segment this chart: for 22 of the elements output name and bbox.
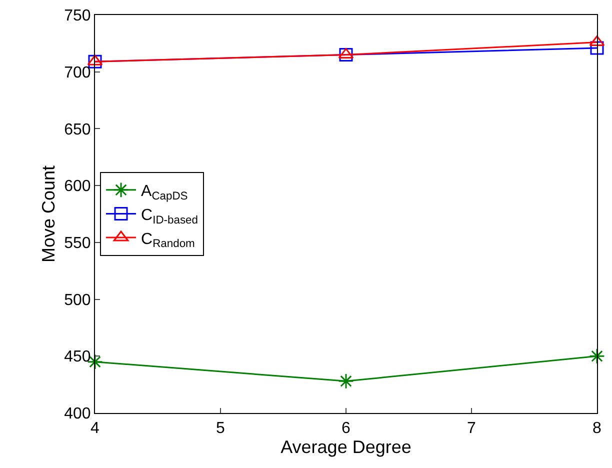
point xyxy=(338,373,354,390)
y-axis-title: Move Count xyxy=(38,165,58,263)
y-tick-label: 400 xyxy=(64,406,91,423)
x-axis-title: Average Degree xyxy=(280,437,412,458)
legend-label: C$_{ID-based}$ xyxy=(141,206,198,226)
point xyxy=(589,348,605,364)
x-tick-label: 4 xyxy=(90,420,100,438)
y-tick-label: 550 xyxy=(64,235,91,252)
point xyxy=(590,41,604,55)
y-tick-label: 450 xyxy=(64,348,91,366)
x-tick-label: 7 xyxy=(467,420,476,438)
point xyxy=(339,48,353,62)
legend-label: A$_{CapDS}$ xyxy=(141,183,188,202)
y-tick-label: 750 xyxy=(64,8,91,25)
y-tick-label: 650 xyxy=(64,121,91,138)
x-tick-label: 5 xyxy=(216,420,226,438)
y-tick-label: 700 xyxy=(64,64,91,82)
x-tick-label: 6 xyxy=(342,420,351,438)
legend-label: C$_{Random}$ xyxy=(141,230,195,250)
x-tick-label: 8 xyxy=(592,420,602,438)
y-tick-label: 600 xyxy=(64,178,91,196)
y-tick-label: 500 xyxy=(64,292,91,309)
